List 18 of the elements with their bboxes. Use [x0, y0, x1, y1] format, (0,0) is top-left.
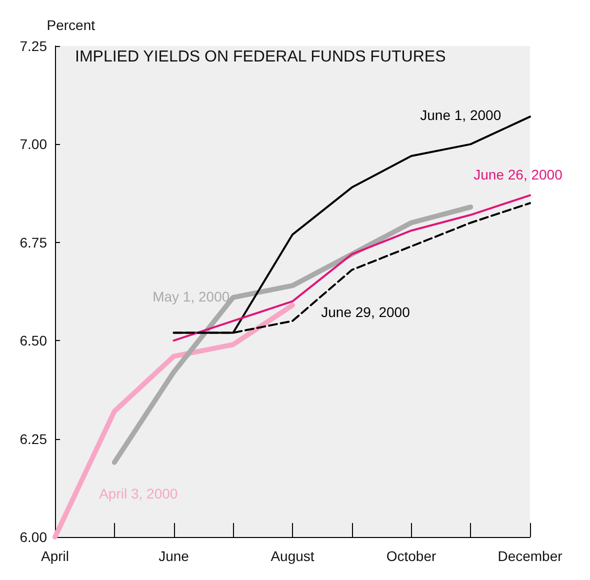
x-tick-label: October	[386, 548, 436, 564]
y-tick-label: 6.00	[20, 529, 48, 545]
y-tick-label: 6.50	[20, 332, 48, 349]
series-label: June 29, 2000	[321, 304, 410, 320]
x-tick-label: April	[40, 548, 70, 564]
series-label: April 3, 2000	[99, 485, 178, 502]
series-label: May 1, 2000	[152, 288, 230, 304]
y-axis-title: Percent	[46, 17, 96, 33]
y-tick-label: 6.25	[20, 430, 48, 447]
series-label: June 1, 2000	[420, 107, 502, 124]
x-tick-label: December	[498, 548, 563, 564]
x-tick-label: June	[158, 548, 190, 564]
chart-title: IMPLIED YIELDS ON FEDERAL FUNDS FUTURES	[75, 48, 446, 66]
series-label: June 26, 2000	[474, 166, 563, 182]
x-tick-label: August	[270, 548, 314, 564]
y-tick-label: 7.25	[20, 38, 48, 54]
y-tick-label: 6.75	[20, 234, 48, 250]
y-tick-label: 7.00	[20, 136, 48, 152]
